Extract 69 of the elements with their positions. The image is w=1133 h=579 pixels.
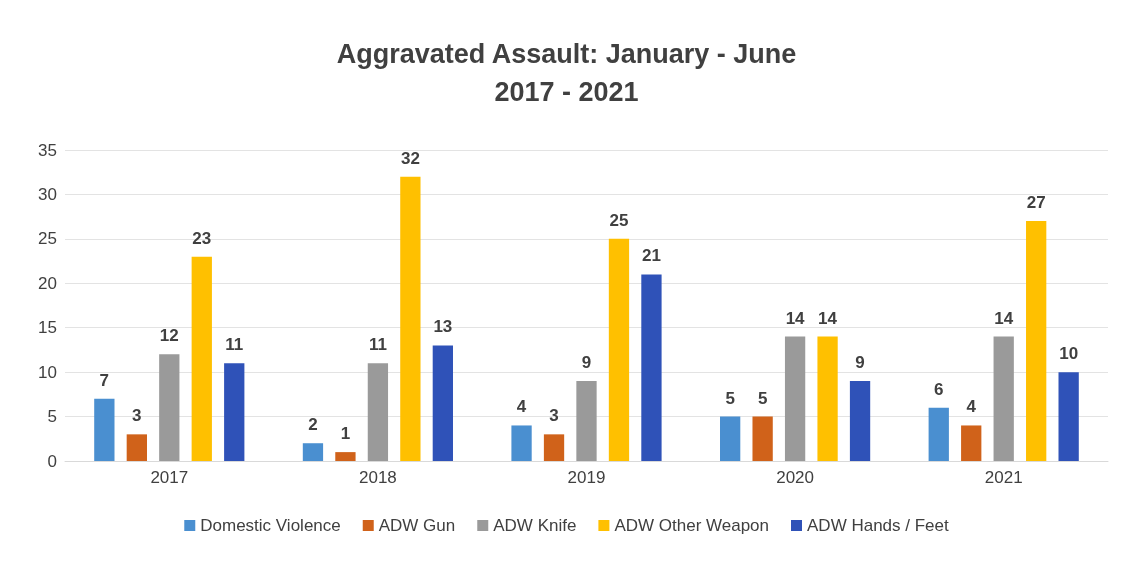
bar [784,336,806,461]
bar [817,336,838,461]
bar [961,425,982,461]
bar [367,363,389,461]
chart-title: Aggravated Assault: January - June 2017 - 2021 [336,39,797,107]
bar [993,336,1014,461]
bar [511,425,532,461]
x-tick-label: 2018 [358,468,397,487]
data-label: 2 [308,415,318,435]
bar [126,434,147,461]
bar [302,443,324,461]
x-tick-label: 2017 [150,468,189,487]
data-label: 5 [757,388,768,408]
bar [400,176,421,461]
bar [191,256,212,461]
bar [1026,221,1047,461]
bar [159,354,180,461]
data-label: 11 [368,335,387,355]
x-tick-label: 2019 [567,468,606,487]
x-tick-label: 2021 [984,468,1023,487]
bar [335,452,356,461]
y-tick-label: 25 [38,229,57,249]
bar [849,381,871,461]
legend-label: ADW Knife [493,516,577,535]
y-tick-label: 20 [38,273,57,293]
x-tick-label: 2020 [776,468,815,487]
data-label: 3 [132,406,142,426]
bar [928,407,949,461]
data-label: 14 [785,308,806,328]
data-label: 14 [818,308,838,328]
y-tick-label: 5 [47,407,57,427]
bar [543,434,565,461]
y-tick-label: 30 [38,184,57,204]
data-label: 7 [99,370,110,390]
data-label: 25 [609,210,629,230]
data-label: 9 [581,353,592,373]
data-label: 27 [1026,193,1046,213]
data-label: 10 [1059,344,1079,364]
legend-label: ADW Other Weapon [614,516,770,535]
data-label: 32 [400,148,420,168]
data-label: 13 [433,317,453,337]
bar [1058,372,1079,461]
bar [224,363,245,461]
data-label: 4 [516,397,527,417]
y-tick-label: 35 [38,140,57,160]
legend-label: Domestic Violence [200,516,341,535]
data-label: 23 [192,228,212,248]
bar [94,398,115,461]
y-tick-label: 15 [38,318,57,338]
legend-label: ADW Gun [378,516,456,535]
y-tick-label: 0 [47,451,57,471]
bar [641,274,662,461]
bar [576,381,597,461]
data-label: 4 [966,397,977,417]
data-label: 1 [340,424,351,444]
bar [432,345,453,461]
data-label: 9 [855,353,865,373]
data-label: 5 [725,388,735,408]
data-label: 3 [549,406,559,426]
data-label: 6 [934,379,944,399]
data-label: 14 [994,308,1014,328]
y-tick-label: 10 [38,362,57,382]
data-label: 12 [159,326,179,346]
legend-label: ADW Hands / Feet [807,516,950,535]
bar [720,416,741,461]
bar [608,238,630,461]
data-label: 21 [641,246,661,266]
bar [752,416,773,461]
data-label: 11 [225,335,244,355]
